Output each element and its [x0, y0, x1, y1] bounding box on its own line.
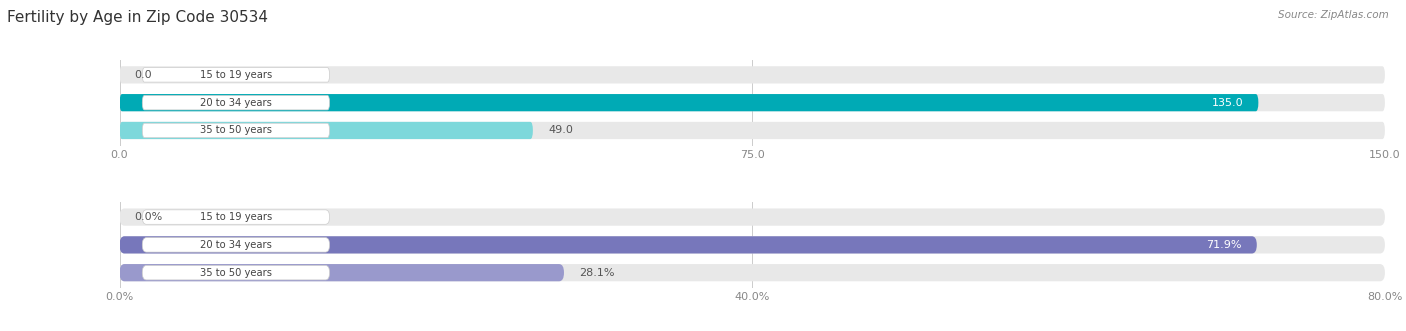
Text: 135.0: 135.0 — [1212, 98, 1243, 108]
FancyBboxPatch shape — [142, 123, 329, 138]
FancyBboxPatch shape — [120, 264, 564, 281]
FancyBboxPatch shape — [120, 236, 1385, 254]
Text: Fertility by Age in Zip Code 30534: Fertility by Age in Zip Code 30534 — [7, 10, 269, 25]
FancyBboxPatch shape — [120, 94, 1385, 111]
FancyBboxPatch shape — [120, 66, 1385, 83]
FancyBboxPatch shape — [120, 264, 1385, 281]
FancyBboxPatch shape — [142, 95, 329, 110]
FancyBboxPatch shape — [142, 68, 329, 82]
Text: 49.0: 49.0 — [548, 125, 572, 135]
Text: 35 to 50 years: 35 to 50 years — [200, 125, 271, 135]
Text: 20 to 34 years: 20 to 34 years — [200, 98, 271, 108]
Text: 15 to 19 years: 15 to 19 years — [200, 212, 271, 222]
FancyBboxPatch shape — [142, 265, 329, 280]
FancyBboxPatch shape — [120, 122, 533, 139]
Text: 0.0%: 0.0% — [135, 212, 163, 222]
Text: 0.0: 0.0 — [135, 70, 152, 80]
FancyBboxPatch shape — [120, 236, 1257, 254]
Text: 28.1%: 28.1% — [579, 268, 614, 278]
FancyBboxPatch shape — [120, 122, 1385, 139]
FancyBboxPatch shape — [120, 94, 1258, 111]
Text: 20 to 34 years: 20 to 34 years — [200, 240, 271, 250]
Text: 15 to 19 years: 15 to 19 years — [200, 70, 271, 80]
FancyBboxPatch shape — [120, 209, 1385, 226]
FancyBboxPatch shape — [142, 238, 329, 252]
Text: Source: ZipAtlas.com: Source: ZipAtlas.com — [1278, 10, 1389, 20]
Text: 35 to 50 years: 35 to 50 years — [200, 268, 271, 278]
Text: 71.9%: 71.9% — [1206, 240, 1241, 250]
FancyBboxPatch shape — [142, 210, 329, 224]
